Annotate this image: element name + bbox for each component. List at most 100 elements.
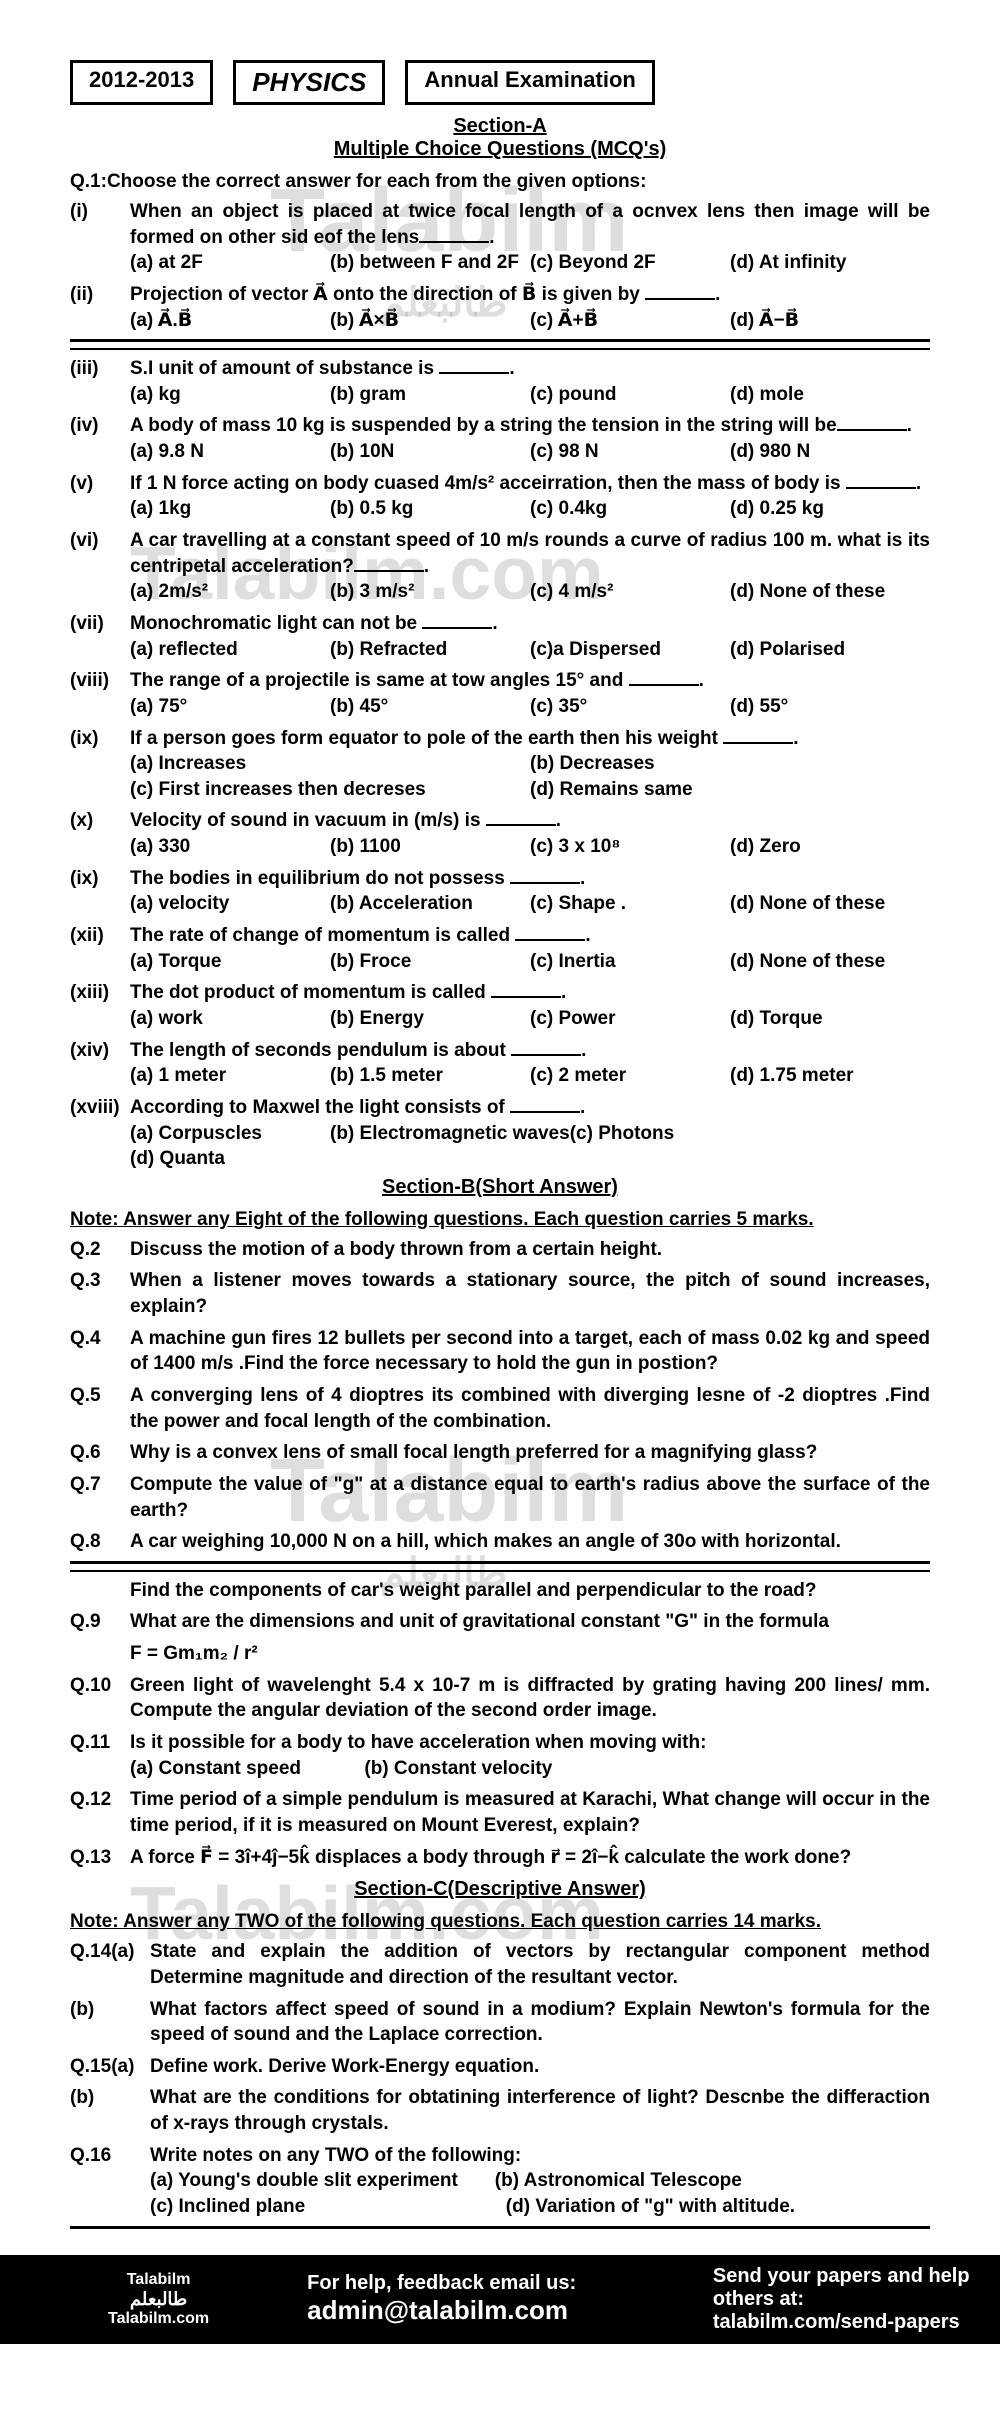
footer-brand: Talabilm <box>30 2271 287 2289</box>
mcq-body: If a person goes form equator to pole of… <box>130 726 930 803</box>
mcq-text: The length of seconds pendulum is about … <box>130 1038 930 1064</box>
mcq-item: (iv)A body of mass 10 kg is suspended by… <box>70 413 930 464</box>
mcq-option: (d) Quanta <box>130 1146 330 1172</box>
section-a-title: Section-A <box>70 115 930 138</box>
mcq-body: Projection of vector A⃗ onto the directi… <box>130 282 930 333</box>
mcq-option: (c) 2 meter <box>530 1063 730 1089</box>
mcq-option: (a) velocity <box>130 891 330 917</box>
mcq-option: (a) 1kg <box>130 496 330 522</box>
mcq-item: (viii)The range of a projectile is same … <box>70 668 930 719</box>
short-question: Q.12Time period of a simple pendulum is … <box>70 1787 930 1838</box>
mcq-options: (a) kg(b) gram(c) pound(d) mole <box>130 382 930 408</box>
footer-help-label: For help, feedback email us: <box>307 2272 693 2295</box>
mcq-text: If a person goes form equator to pole of… <box>130 726 930 752</box>
mcq-options: (a) at 2F(b) between F and 2F(c) Beyond … <box>130 250 930 276</box>
mcq-body: A car travelling at a constant speed of … <box>130 528 930 605</box>
mcq-option: (a) Torque <box>130 949 330 975</box>
mcq-option: (d) Torque <box>730 1006 930 1032</box>
mcq-option: (b) Electromagnetic waves <box>330 1121 570 1147</box>
mcq-text: Projection of vector A⃗ onto the directi… <box>130 282 930 308</box>
question-text: State and explain the addition of vector… <box>150 1939 930 1990</box>
mcq-text: Velocity of sound in vacuum in (m/s) is … <box>130 808 930 834</box>
mcq-body: Velocity of sound in vacuum in (m/s) is … <box>130 808 930 859</box>
mcq-text: The bodies in equilibrium do not possess… <box>130 866 930 892</box>
mcq-item: (x)Velocity of sound in vacuum in (m/s) … <box>70 808 930 859</box>
mcq-number: (ix) <box>70 866 130 917</box>
mcq-option: (b) A⃗×B⃗ <box>330 308 530 334</box>
short-question: Q.5A converging lens of 4 dioptres its c… <box>70 1383 930 1434</box>
mcq-item: (vii)Monochromatic light can not be .(a)… <box>70 611 930 662</box>
mcq-options: (a) reflected(b) Refracted(c)a Dispersed… <box>130 637 930 663</box>
question-number: Q.10 <box>70 1673 130 1724</box>
mcq-option: (a) 9.8 N <box>130 439 330 465</box>
mcq-options: (a) 330(b) 1100(c) 3 x 10⁸(d) Zero <box>130 834 930 860</box>
mcq-option: (b) 10N <box>330 439 530 465</box>
mcq-option: (a) 330 <box>130 834 330 860</box>
question-text: Why is a convex lens of small focal leng… <box>130 1440 930 1466</box>
question-text: Green light of wavelenght 5.4 x 10-7 m i… <box>130 1673 930 1724</box>
footer-send: Send your papers and help others at: tal… <box>703 2265 980 2334</box>
section-b-note: Note: Answer any Eight of the following … <box>70 1209 930 1231</box>
mcq-item: (xii)The rate of change of momentum is c… <box>70 923 930 974</box>
mcq-options: (a) 2m/s²(b) 3 m/s²(c) 4 m/s²(d) None of… <box>130 579 930 605</box>
mcq-option: (d) 0.25 kg <box>730 496 930 522</box>
question-text: Is it possible for a body to have accele… <box>130 1730 930 1781</box>
mcq-item: (xiv)The length of seconds pendulum is a… <box>70 1038 930 1089</box>
header-exam: Annual Examination <box>405 60 654 105</box>
mcq-option: (b) gram <box>330 382 530 408</box>
mcq-option: (b) 3 m/s² <box>330 579 530 605</box>
header-year: 2012-2013 <box>70 60 213 105</box>
mcq-text: When an object is placed at twice focal … <box>130 199 930 250</box>
mcq-option: (a) 75° <box>130 694 330 720</box>
mcq-body: According to Maxwel the light consists o… <box>130 1095 930 1172</box>
question-number: Q.15(a) <box>70 2054 150 2080</box>
mcq-number: (iv) <box>70 413 130 464</box>
question-text: Time period of a simple pendulum is meas… <box>130 1787 930 1838</box>
footer-site: Talabilm.com <box>30 2310 287 2328</box>
mcq-option: (d) mole <box>730 382 930 408</box>
mcq-option: (d) A⃗−B⃗ <box>730 308 930 334</box>
mcq-body: The length of seconds pendulum is about … <box>130 1038 930 1089</box>
question-number: Q.9 <box>70 1609 130 1635</box>
mcq-number: (vii) <box>70 611 130 662</box>
mcq-body: Monochromatic light can not be .(a) refl… <box>130 611 930 662</box>
mcq-option: (b) Acceleration <box>330 891 530 917</box>
mcq-number: (i) <box>70 199 130 276</box>
mcq-option: (b) 1.5 meter <box>330 1063 530 1089</box>
mcq-options: (a) 75°(b) 45°(c) 35°(d) 55° <box>130 694 930 720</box>
mcq-item: (xiii)The dot product of momentum is cal… <box>70 980 930 1031</box>
mcq-option: (d) 980 N <box>730 439 930 465</box>
mcq-option: (c) 98 N <box>530 439 730 465</box>
mcq-item: (iii)S.I unit of amount of substance is … <box>70 356 930 407</box>
mcq-text: The dot product of momentum is called . <box>130 980 930 1006</box>
mcq-option: (b) 1100 <box>330 834 530 860</box>
short-question: F = Gm₁m₂ / r² <box>70 1641 930 1667</box>
mcq-number: (iii) <box>70 356 130 407</box>
footer-bar: Talabilm طالبعلم Talabilm.com For help, … <box>0 2255 1000 2344</box>
mcq-option: (a) Increases <box>130 751 530 777</box>
question-number <box>70 1578 130 1604</box>
mcq-option: (a) Corpuscles <box>130 1121 330 1147</box>
question-text: Find the components of car's weight para… <box>130 1578 930 1604</box>
mcq-option: (d) None of these <box>730 579 930 605</box>
question-number: Q.12 <box>70 1787 130 1838</box>
question-text: A converging lens of 4 dioptres its comb… <box>130 1383 930 1434</box>
question-number: Q.8 <box>70 1529 130 1555</box>
mcq-number: (xviii) <box>70 1095 130 1172</box>
question-number: Q.4 <box>70 1326 130 1377</box>
mcq-number: (xiv) <box>70 1038 130 1089</box>
mcq-item: (ii)Projection of vector A⃗ onto the dir… <box>70 282 930 333</box>
mcq-option: (c) Inertia <box>530 949 730 975</box>
mcq-item: (v)If 1 N force acting on body cuased 4m… <box>70 471 930 522</box>
short-question: Q.2Discuss the motion of a body thrown f… <box>70 1237 930 1263</box>
mcq-option: (c) 0.4kg <box>530 496 730 522</box>
mcq-item: (ix)If a person goes form equator to pol… <box>70 726 930 803</box>
header-row: 2012-2013 PHYSICS Annual Examination <box>70 60 930 105</box>
mcq-options: (a) A⃗.B⃗(b) A⃗×B⃗(c) A⃗+B⃗(d) A⃗−B⃗ <box>130 308 930 334</box>
question-number: Q.6 <box>70 1440 130 1466</box>
mcq-item: (i)When an object is placed at twice foc… <box>70 199 930 276</box>
question-number: Q.13 <box>70 1845 130 1871</box>
mcq-option: (a) kg <box>130 382 330 408</box>
mcq-option: (a) reflected <box>130 637 330 663</box>
question-number: (b) <box>70 1997 150 2048</box>
